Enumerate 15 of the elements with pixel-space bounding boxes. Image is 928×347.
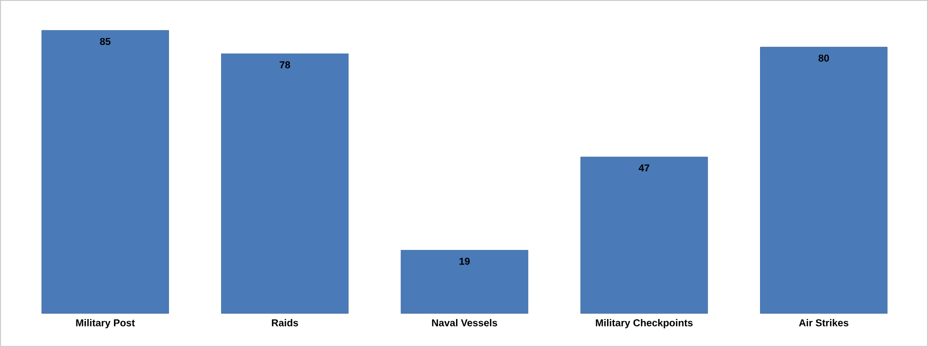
x-tick-label: Raids xyxy=(272,319,298,326)
data-label: 47 xyxy=(638,164,650,172)
bar xyxy=(400,250,528,314)
data-label: 80 xyxy=(818,54,829,62)
data-label: 78 xyxy=(280,61,290,68)
bar xyxy=(42,30,169,314)
x-tick-label: Air Strikes xyxy=(799,319,848,326)
data-label: 85 xyxy=(100,38,111,46)
bar xyxy=(221,54,349,314)
bar xyxy=(760,46,888,314)
x-tick-label: Naval Vessels xyxy=(432,319,498,326)
data-label: 19 xyxy=(460,258,470,265)
bar xyxy=(580,156,708,314)
x-tick-label: Military Checkpoints xyxy=(596,319,693,328)
x-tick-label: Military Post xyxy=(76,319,135,328)
